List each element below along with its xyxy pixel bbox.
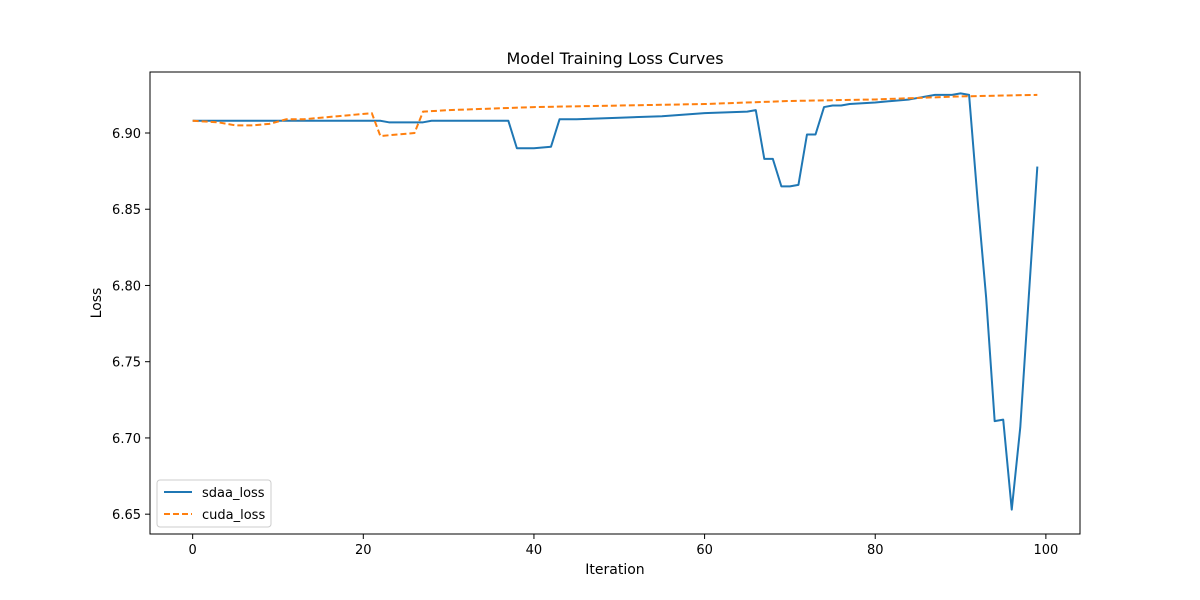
x-axis-label: Iteration <box>585 562 644 578</box>
y-tick-label: 6.85 <box>112 203 141 218</box>
y-tick-label: 6.90 <box>112 127 141 142</box>
x-tick-label: 60 <box>696 543 713 558</box>
y-axis-label: Loss <box>89 288 105 319</box>
x-tick-label: 80 <box>867 543 884 558</box>
x-tick-label: 40 <box>526 543 543 558</box>
y-tick-label: 6.70 <box>112 432 141 447</box>
y-axis: 6.65 6.70 6.75 6.80 6.85 6.90 <box>112 127 150 523</box>
plot-area-frame <box>149 71 1081 535</box>
plot-lines <box>192 92 1039 511</box>
y-tick-label: 6.75 <box>112 356 141 371</box>
x-tick-label: 100 <box>1033 543 1058 558</box>
x-tick-label: 20 <box>355 543 372 558</box>
x-tick-label: 0 <box>189 543 197 558</box>
chart-title: Model Training Loss Curves <box>506 49 723 68</box>
series-line-sdaa-loss <box>192 92 1039 511</box>
y-tick-label: 6.80 <box>112 279 141 294</box>
legend: sdaa_loss cuda_loss <box>156 479 272 528</box>
legend-label-sdaa-loss: sdaa_loss <box>202 486 265 501</box>
legend-label-cuda-loss: cuda_loss <box>202 508 265 523</box>
series-line-cuda-loss <box>192 93 1038 138</box>
y-tick-label: 6.65 <box>112 508 141 523</box>
x-axis: 0 20 40 60 80 100 <box>189 534 1058 558</box>
